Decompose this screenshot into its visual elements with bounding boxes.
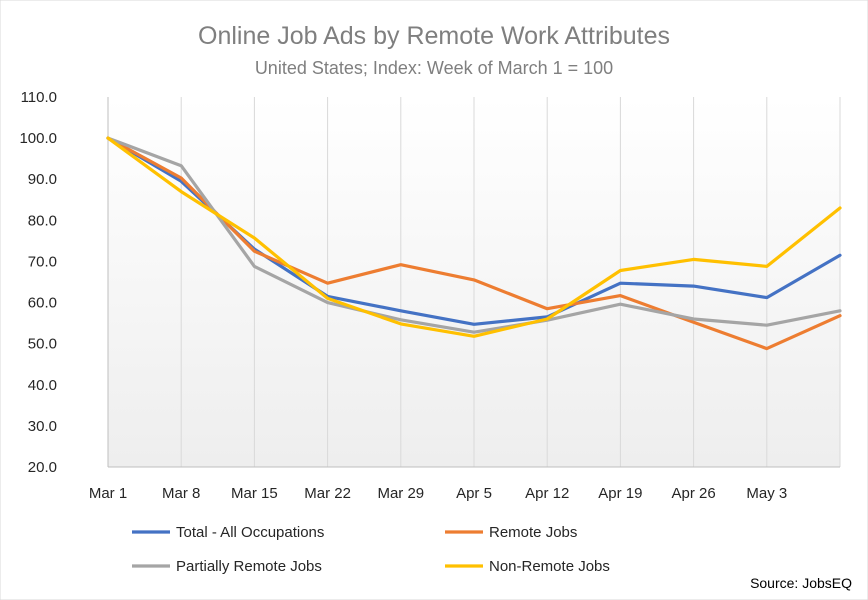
series-layer: [106, 136, 842, 351]
legend-label-3: Non-Remote Jobs: [489, 558, 610, 575]
chart-title: Online Job Ads by Remote Work Attributes: [198, 22, 670, 50]
x-tick-label: Apr 26: [671, 485, 715, 502]
x-tick-label: Mar 15: [231, 485, 278, 502]
y-tick-label: 60.0: [28, 295, 57, 312]
source-note: Source: JobsEQ: [750, 575, 852, 591]
x-axis: Mar 1 Mar 8 Mar 15 Mar 22 Mar 29 Apr 5 Apr 12 A…: [89, 466, 840, 502]
x-tick-label: May 3: [746, 485, 787, 502]
y-tick-label: 110.0: [21, 89, 57, 106]
y-tick-label: 90.0: [28, 171, 57, 188]
y-tick-label: 20.0: [28, 459, 57, 476]
legend-label-1: Remote Jobs: [489, 524, 577, 541]
chart-subtitle: United States; Index: Week of March 1 = …: [255, 58, 613, 78]
x-tick-label: Apr 5: [456, 485, 492, 502]
x-tick-label: Mar 22: [304, 485, 351, 502]
series-line-1: [106, 136, 842, 351]
legend-label-2: Partially Remote Jobs: [176, 558, 322, 575]
y-tick-label: 80.0: [28, 212, 57, 229]
legend-label-0: Total - All Occupations: [176, 524, 324, 541]
x-tick-label: Mar 8: [162, 485, 200, 502]
y-axis: 20.0 30.0 40.0 50.0 60.0 70.0 80.0 90.0 100.0 110…: [19, 89, 109, 476]
legend: Total - All Occupations Remote Jobs Partia…: [132, 524, 610, 575]
y-tick-label: 30.0: [28, 418, 57, 435]
y-tick-label: 50.0: [28, 336, 57, 353]
y-tick-label: 40.0: [28, 377, 57, 394]
x-tick-label: Mar 29: [377, 485, 424, 502]
series-line-2: [106, 136, 842, 334]
x-tick-label: Mar 1: [89, 485, 127, 502]
x-tick-label: Apr 19: [598, 485, 642, 502]
series-line-3: [106, 136, 842, 338]
x-tick-label: Apr 12: [525, 485, 569, 502]
y-tick-label: 100.0: [19, 130, 57, 147]
y-tick-label: 70.0: [28, 253, 57, 270]
